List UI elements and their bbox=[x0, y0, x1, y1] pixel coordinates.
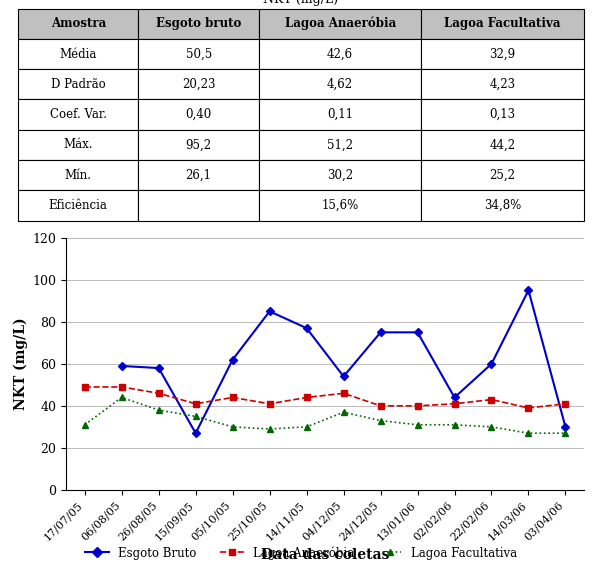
Text: D Padrão: D Padrão bbox=[51, 78, 105, 91]
Text: 95,2: 95,2 bbox=[185, 139, 212, 151]
Text: 44,2: 44,2 bbox=[489, 139, 516, 151]
X-axis label: Data das coletas: Data das coletas bbox=[261, 548, 389, 562]
Legend: Esgoto Bruto, Lagoa Anaeróbia, Lagoa Facultativa: Esgoto Bruto, Lagoa Anaeróbia, Lagoa Fac… bbox=[80, 541, 522, 564]
Text: 4,62: 4,62 bbox=[327, 78, 353, 91]
Y-axis label: NKT (mg/L): NKT (mg/L) bbox=[14, 317, 28, 410]
Text: 26,1: 26,1 bbox=[185, 168, 212, 182]
Text: 4,23: 4,23 bbox=[489, 78, 516, 91]
Text: 34,8%: 34,8% bbox=[484, 199, 521, 212]
Text: 51,2: 51,2 bbox=[327, 139, 353, 151]
Text: Lagoa Facultativa: Lagoa Facultativa bbox=[444, 17, 561, 30]
Text: 20,23: 20,23 bbox=[182, 78, 216, 91]
Text: 15,6%: 15,6% bbox=[321, 199, 359, 212]
Text: Máx.: Máx. bbox=[63, 139, 93, 151]
Text: Amostra: Amostra bbox=[51, 17, 106, 30]
Text: 50,5: 50,5 bbox=[185, 48, 212, 61]
Text: Coef. Var.: Coef. Var. bbox=[50, 108, 107, 121]
Text: Esgoto bruto: Esgoto bruto bbox=[156, 17, 241, 30]
Text: 0,13: 0,13 bbox=[489, 108, 516, 121]
Text: 42,6: 42,6 bbox=[327, 48, 353, 61]
Text: 30,2: 30,2 bbox=[327, 168, 353, 182]
Text: Mín.: Mín. bbox=[65, 168, 92, 182]
Text: NKT (mg/L): NKT (mg/L) bbox=[264, 0, 338, 6]
Text: Lagoa Anaeróbia: Lagoa Anaeróbia bbox=[285, 17, 396, 30]
Text: 32,9: 32,9 bbox=[489, 48, 516, 61]
Text: 0,40: 0,40 bbox=[185, 108, 212, 121]
Text: Média: Média bbox=[60, 48, 97, 61]
Text: 0,11: 0,11 bbox=[327, 108, 353, 121]
Text: Eficiência: Eficiência bbox=[49, 199, 108, 212]
Text: 25,2: 25,2 bbox=[489, 168, 516, 182]
